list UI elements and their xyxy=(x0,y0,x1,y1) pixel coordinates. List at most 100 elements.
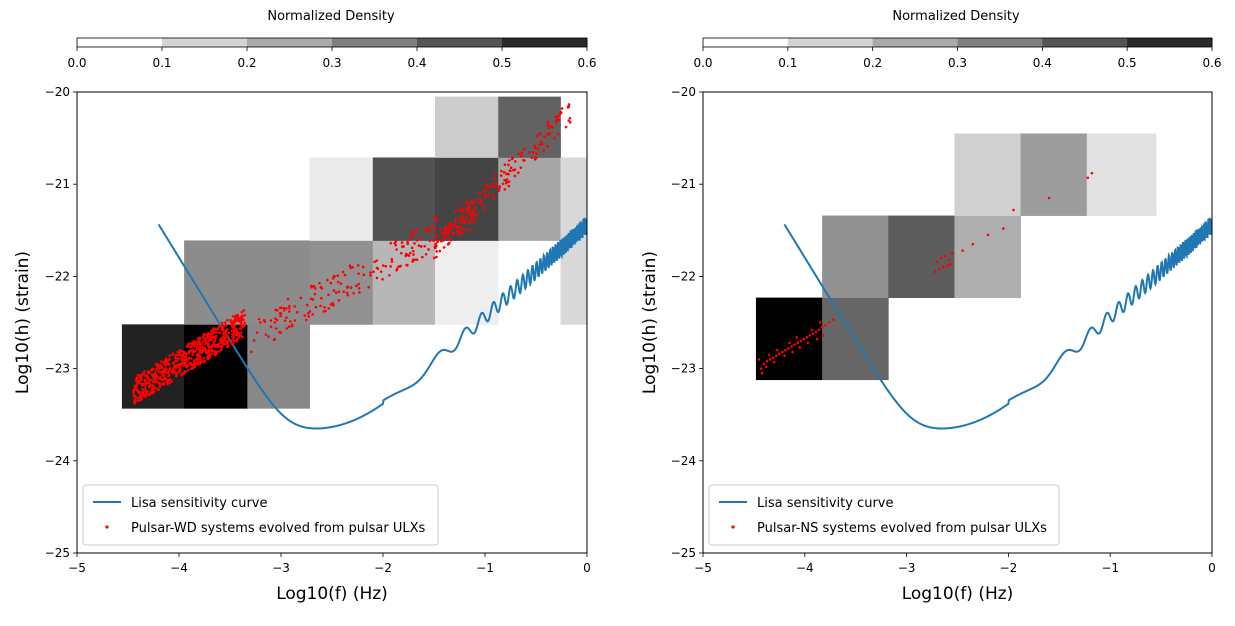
data-point xyxy=(358,291,361,294)
data-point xyxy=(200,342,204,346)
data-point xyxy=(811,332,815,335)
data-point xyxy=(149,378,152,381)
data-point xyxy=(165,380,169,384)
data-point xyxy=(495,182,499,185)
colorbar-tick-label: 0.5 xyxy=(492,56,511,70)
data-point xyxy=(175,372,179,376)
colorbar-tick-label: 0.6 xyxy=(577,56,596,70)
data-point xyxy=(227,331,230,335)
data-point xyxy=(203,359,207,363)
data-point xyxy=(201,340,205,343)
data-point xyxy=(361,265,365,269)
data-point xyxy=(157,370,161,373)
data-point xyxy=(135,376,139,379)
data-point xyxy=(153,377,156,381)
data-point xyxy=(410,246,414,250)
data-point xyxy=(279,312,283,315)
data-point xyxy=(791,350,794,354)
data-point xyxy=(447,231,450,235)
density-bin xyxy=(1020,133,1088,216)
data-point xyxy=(352,292,355,295)
data-point xyxy=(190,357,193,360)
data-point xyxy=(212,336,216,339)
data-point xyxy=(493,177,497,181)
data-point xyxy=(381,277,384,281)
data-point xyxy=(199,355,202,359)
data-point xyxy=(135,388,139,392)
data-point xyxy=(796,341,799,345)
x-tick-label: −5 xyxy=(68,561,86,575)
data-point xyxy=(339,282,343,285)
x-tick-label: −3 xyxy=(272,561,290,575)
data-point xyxy=(179,353,182,357)
data-point xyxy=(432,239,435,242)
data-point xyxy=(211,343,214,347)
data-point xyxy=(507,184,511,188)
data-point xyxy=(523,147,526,151)
data-point xyxy=(323,305,326,309)
data-point xyxy=(139,398,143,402)
data-point xyxy=(356,264,360,267)
data-point xyxy=(207,345,210,348)
data-point xyxy=(304,318,308,322)
data-point xyxy=(332,304,335,307)
data-point xyxy=(218,331,222,334)
data-point xyxy=(390,257,394,261)
data-point xyxy=(470,218,473,221)
data-point xyxy=(336,280,340,284)
data-point xyxy=(389,265,392,268)
data-point xyxy=(537,132,541,136)
data-point xyxy=(274,327,278,330)
left-colorbar-title: Normalized Density xyxy=(267,9,395,24)
data-point xyxy=(788,341,791,345)
data-point xyxy=(202,333,206,337)
data-point xyxy=(138,374,141,377)
data-point xyxy=(564,125,568,129)
data-point xyxy=(435,255,438,259)
data-point xyxy=(326,278,329,282)
data-point xyxy=(832,318,835,322)
data-point xyxy=(320,287,324,290)
data-point xyxy=(264,333,268,336)
data-point xyxy=(475,212,478,216)
data-point xyxy=(192,341,196,345)
data-point xyxy=(214,345,217,349)
data-point xyxy=(285,316,288,319)
y-tick-label: −25 xyxy=(671,546,696,560)
x-tick-label: 0 xyxy=(1208,561,1216,575)
data-point xyxy=(224,324,228,327)
legend-points-swatch xyxy=(105,525,109,529)
colorbar-tick-label: 0.5 xyxy=(1118,56,1137,70)
colorbar-segment xyxy=(872,38,958,47)
data-point xyxy=(199,357,202,361)
data-point xyxy=(290,324,294,328)
data-point xyxy=(232,336,236,339)
data-point xyxy=(165,362,168,365)
data-point xyxy=(764,365,768,369)
density-bin xyxy=(372,157,436,241)
data-point xyxy=(212,341,215,344)
data-point xyxy=(458,207,462,210)
data-point xyxy=(241,335,244,339)
data-point xyxy=(327,307,331,310)
data-point xyxy=(213,353,217,357)
data-point xyxy=(257,317,261,321)
data-point xyxy=(539,140,543,144)
data-point xyxy=(461,220,465,224)
data-point xyxy=(222,335,225,338)
data-point xyxy=(141,383,144,387)
colorbar-segment xyxy=(703,38,789,47)
data-point xyxy=(372,270,375,274)
data-point xyxy=(402,245,405,248)
legend-box xyxy=(82,484,439,546)
data-point xyxy=(272,338,276,342)
data-point xyxy=(543,135,546,139)
colorbar-segment xyxy=(247,38,333,47)
data-point xyxy=(784,348,787,352)
data-point xyxy=(230,323,233,327)
data-point xyxy=(469,200,473,204)
data-point xyxy=(405,263,408,267)
data-point xyxy=(815,337,819,341)
data-point xyxy=(407,254,411,257)
lisa-sensitivity-curve xyxy=(783,217,1212,430)
